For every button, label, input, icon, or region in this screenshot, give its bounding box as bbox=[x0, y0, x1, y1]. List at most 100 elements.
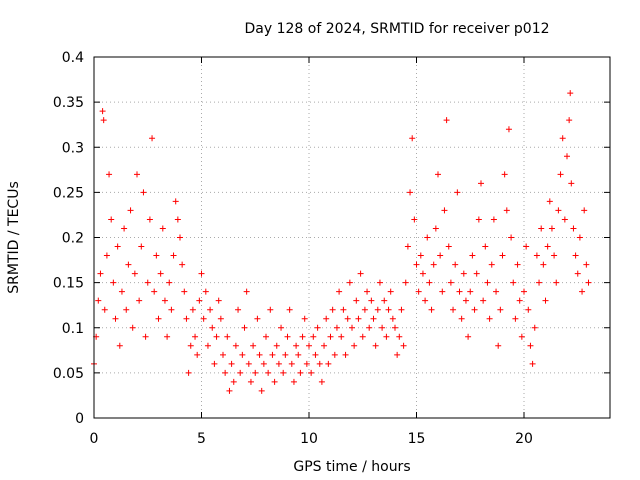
data-point bbox=[146, 216, 153, 223]
data-point bbox=[338, 333, 345, 340]
data-point bbox=[103, 252, 110, 259]
data-point bbox=[149, 135, 156, 142]
data-point bbox=[228, 360, 235, 367]
data-point bbox=[177, 234, 183, 241]
data-point bbox=[142, 333, 149, 340]
data-point bbox=[265, 369, 272, 376]
data-point bbox=[583, 261, 590, 268]
data-point bbox=[301, 315, 308, 322]
data-point bbox=[568, 180, 575, 187]
data-points bbox=[91, 90, 592, 394]
data-point bbox=[310, 333, 317, 340]
data-point bbox=[138, 243, 145, 250]
data-point bbox=[290, 378, 297, 385]
data-point bbox=[129, 324, 136, 331]
data-point bbox=[331, 351, 338, 358]
data-point bbox=[224, 333, 231, 340]
data-point bbox=[258, 387, 265, 394]
data-point bbox=[462, 297, 469, 304]
data-point bbox=[505, 126, 512, 133]
data-point bbox=[437, 252, 444, 259]
data-point bbox=[110, 279, 117, 286]
data-point bbox=[241, 324, 248, 331]
data-point bbox=[346, 279, 353, 286]
data-point bbox=[385, 306, 392, 313]
data-point bbox=[456, 288, 463, 295]
data-point bbox=[235, 306, 242, 313]
data-point bbox=[282, 351, 289, 358]
data-point bbox=[168, 306, 175, 313]
data-point bbox=[106, 171, 113, 178]
data-point bbox=[553, 279, 560, 286]
data-point bbox=[353, 297, 360, 304]
data-point bbox=[439, 288, 446, 295]
data-point bbox=[529, 360, 536, 367]
data-point bbox=[245, 360, 252, 367]
data-point bbox=[303, 360, 310, 367]
data-point bbox=[204, 342, 211, 349]
data-point bbox=[306, 342, 312, 349]
data-point bbox=[95, 297, 102, 304]
data-point bbox=[411, 216, 418, 223]
data-point bbox=[100, 117, 107, 124]
data-point bbox=[508, 234, 515, 241]
data-point bbox=[383, 333, 390, 340]
data-point bbox=[499, 252, 506, 259]
data-point bbox=[237, 369, 244, 376]
data-point bbox=[213, 333, 220, 340]
data-point bbox=[189, 306, 196, 313]
y-tick-label: 0.35 bbox=[53, 95, 84, 111]
data-point bbox=[555, 207, 562, 214]
data-point bbox=[134, 171, 140, 178]
data-point bbox=[243, 288, 250, 295]
data-point bbox=[376, 279, 383, 286]
x-tick-label: 20 bbox=[515, 431, 533, 447]
data-point bbox=[497, 306, 504, 313]
data-point bbox=[230, 378, 237, 385]
data-point bbox=[357, 270, 364, 277]
data-point bbox=[349, 324, 355, 331]
data-point bbox=[450, 306, 457, 313]
data-point bbox=[428, 306, 435, 313]
data-point bbox=[198, 270, 205, 277]
data-point bbox=[402, 279, 409, 286]
data-point bbox=[387, 288, 394, 295]
data-point bbox=[389, 315, 396, 322]
data-point bbox=[394, 351, 401, 358]
data-point bbox=[108, 216, 115, 223]
data-point bbox=[256, 351, 263, 358]
data-point bbox=[447, 279, 454, 286]
data-point bbox=[366, 324, 373, 331]
data-point bbox=[501, 171, 508, 178]
data-point bbox=[533, 252, 540, 259]
data-point bbox=[153, 252, 160, 259]
data-point bbox=[404, 243, 411, 250]
data-point bbox=[561, 216, 568, 223]
data-point bbox=[576, 234, 583, 241]
data-point bbox=[531, 324, 538, 331]
data-point bbox=[435, 171, 441, 178]
data-point bbox=[396, 333, 403, 340]
data-point bbox=[445, 243, 452, 250]
data-point bbox=[179, 261, 186, 268]
y-tick-label: 0 bbox=[75, 411, 84, 427]
data-point bbox=[540, 261, 547, 268]
data-point bbox=[196, 297, 203, 304]
grid-lines bbox=[94, 57, 610, 418]
data-point bbox=[299, 333, 306, 340]
data-point bbox=[187, 342, 194, 349]
data-point bbox=[516, 297, 523, 304]
data-point bbox=[183, 315, 190, 322]
data-point bbox=[239, 351, 246, 358]
data-point bbox=[417, 252, 424, 259]
y-axis-label: SRMTID / TECUs bbox=[6, 181, 22, 294]
data-point bbox=[308, 369, 315, 376]
x-tick-label: 0 bbox=[90, 431, 99, 447]
data-point bbox=[473, 270, 480, 277]
x-tick-label: 5 bbox=[197, 431, 206, 447]
data-point bbox=[166, 279, 173, 286]
data-point bbox=[293, 342, 300, 349]
data-point bbox=[118, 288, 125, 295]
y-tick-label: 0.05 bbox=[53, 366, 84, 382]
data-point bbox=[503, 207, 510, 214]
